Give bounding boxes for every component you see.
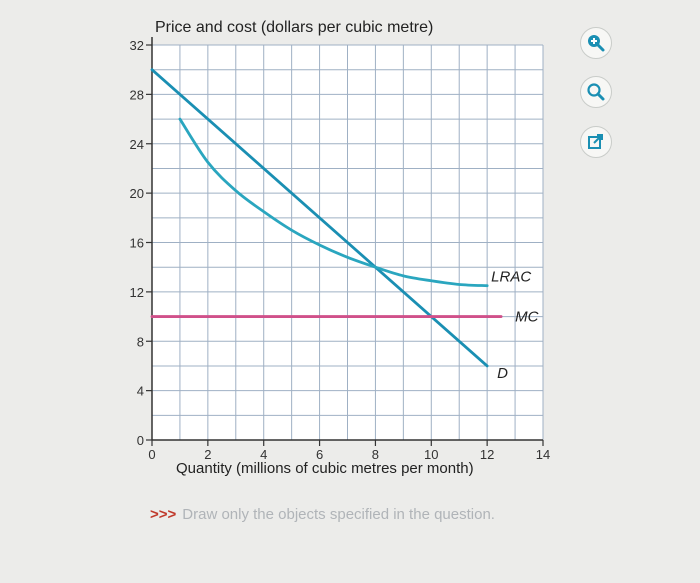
y-axis-label: Price and cost (dollars per cubic metre) xyxy=(155,19,433,36)
y-tick-label: 16 xyxy=(130,236,144,251)
x-tick-label: 12 xyxy=(480,447,494,462)
y-tick-label: 20 xyxy=(130,186,144,201)
x-tick-label: 8 xyxy=(372,447,379,462)
y-tick-label: 4 xyxy=(137,384,144,399)
grid xyxy=(151,44,544,441)
y-tick-label: 12 xyxy=(130,285,144,300)
y-tick-label: 32 xyxy=(130,38,144,53)
note-text: Draw only the objects specified in the q… xyxy=(182,506,495,523)
note-arrows: >>> xyxy=(150,506,177,523)
series-layer xyxy=(150,68,503,368)
x-tick-label: 6 xyxy=(316,447,323,462)
series-labels: D LRAC MC xyxy=(491,269,538,382)
x-tick-label: 2 xyxy=(204,447,211,462)
series-label-d: D xyxy=(497,365,508,382)
popout-button[interactable] xyxy=(580,126,612,158)
zoom-out-button[interactable] xyxy=(580,76,612,108)
series-label-lrac: LRAC xyxy=(491,269,531,286)
zoom-in-button[interactable] xyxy=(580,27,612,59)
y-tick-label: 28 xyxy=(130,87,144,102)
x-tick-label: 14 xyxy=(536,447,550,462)
series-line-lrac xyxy=(178,117,489,288)
instruction-note: >>> Draw only the objects specified in th… xyxy=(150,506,495,523)
y-tick-label: 8 xyxy=(137,334,144,349)
x-tick-label: 0 xyxy=(148,447,155,462)
y-tick-label: 0 xyxy=(137,433,144,448)
external-link-icon xyxy=(588,134,603,149)
axes xyxy=(151,37,543,441)
x-tick-label: 10 xyxy=(424,447,438,462)
series-label-mc: MC xyxy=(515,309,538,326)
x-tick-label: 4 xyxy=(260,447,267,462)
x-axis-label: Quantity (millions of cubic metres per m… xyxy=(176,460,474,477)
zoom-in-icon xyxy=(588,35,605,52)
zoom-out-icon xyxy=(587,83,605,101)
y-tick-label: 24 xyxy=(130,137,144,152)
